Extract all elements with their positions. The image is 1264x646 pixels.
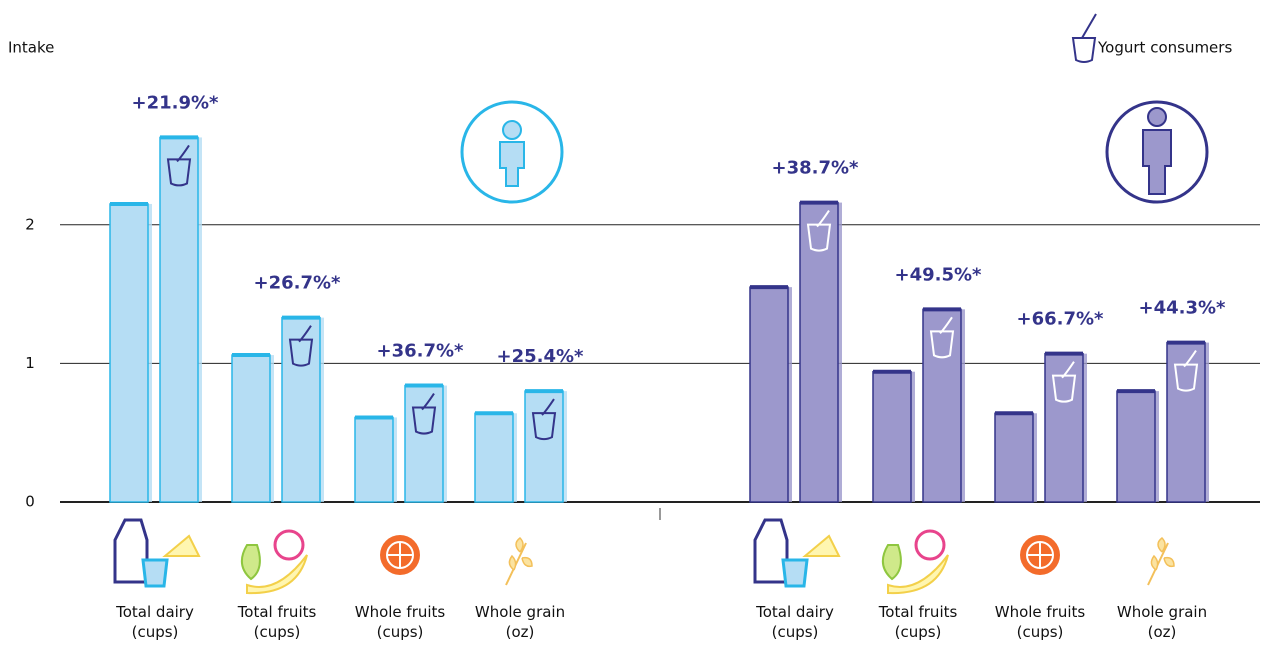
annotation: +25.4%* (497, 346, 585, 367)
x-tick-line: (cups) (132, 623, 179, 641)
bar (354, 416, 394, 503)
food-icon (753, 518, 841, 588)
cup-icon (1173, 350, 1199, 392)
x-tick-line: Total fruits (878, 603, 958, 621)
child-icon (460, 100, 564, 204)
x-tick-line: (oz) (506, 623, 535, 641)
cup-icon (531, 398, 557, 441)
food-icon (113, 518, 201, 588)
x-tick-line: Whole grain (475, 603, 565, 621)
x-tick-line: Total fruits (237, 603, 317, 621)
bar (281, 316, 321, 503)
annotation: +38.7%* (772, 158, 860, 179)
x-tick-label: Whole grain (oz) (1117, 603, 1207, 641)
bar (1044, 352, 1084, 503)
food-icon (881, 529, 949, 595)
x-tick-label: Whole fruits (cups) (355, 603, 446, 641)
legend: Yogurt consumers (1071, 13, 1232, 63)
bar (404, 384, 444, 503)
x-tick-line: Total dairy (755, 603, 834, 621)
x-tick-line: (cups) (772, 623, 819, 641)
legend-icon (1071, 13, 1097, 63)
annotation: +66.7%* (1017, 309, 1105, 330)
y-tick-label: 1 (25, 354, 35, 372)
bar (524, 390, 564, 503)
bar (231, 354, 271, 503)
food-icon (505, 537, 533, 586)
annotation: +21.9%* (132, 92, 220, 113)
x-tick-line: (cups) (254, 623, 301, 641)
x-tick-line: Whole fruits (995, 603, 1086, 621)
bar (799, 201, 839, 503)
annotation: +49.5%* (895, 264, 983, 285)
bar (922, 308, 962, 503)
bar (872, 370, 912, 503)
food-icon (1147, 537, 1175, 586)
x-tick-line: Whole fruits (355, 603, 446, 621)
x-tick-line: Whole grain (1117, 603, 1207, 621)
x-tick-line: (cups) (377, 623, 424, 641)
bar (1116, 390, 1156, 503)
x-tick-label: Total fruits (cups) (878, 603, 958, 641)
cup-icon (806, 210, 832, 252)
food-icon (240, 529, 308, 595)
bar (994, 412, 1034, 503)
cup-icon (929, 316, 955, 359)
x-tick-label: Total fruits (cups) (237, 603, 317, 641)
cup-icon (288, 325, 314, 367)
annotation: +44.3%* (1139, 298, 1227, 319)
x-tick-label: Total dairy (cups) (115, 603, 194, 641)
bar (109, 203, 149, 503)
y-tick-label: 0 (25, 493, 35, 511)
bar (1166, 341, 1206, 503)
annotation: +36.7%* (377, 341, 465, 362)
bar (749, 286, 789, 503)
bar (474, 412, 514, 503)
food-icon (1020, 535, 1060, 575)
y-axis-label: Intake (8, 39, 54, 57)
x-tick-line: Total dairy (115, 603, 194, 621)
x-tick-line: (cups) (895, 623, 942, 641)
x-tick-label: Whole grain (oz) (475, 603, 565, 641)
adult-icon (1105, 100, 1209, 204)
legend-label: Yogurt consumers (1097, 39, 1232, 57)
food-icon (380, 535, 420, 575)
x-tick-label: Whole fruits (cups) (995, 603, 1086, 641)
cup-icon (166, 144, 192, 187)
bar (159, 136, 199, 503)
x-tick-line: (oz) (1148, 623, 1177, 641)
cup-icon (411, 393, 437, 435)
x-tick-label: Total dairy (cups) (755, 603, 834, 641)
cup-icon (1051, 361, 1077, 403)
x-tick-line: (cups) (1017, 623, 1064, 641)
annotation: +26.7%* (254, 273, 342, 294)
y-tick-label: 2 (25, 215, 35, 233)
